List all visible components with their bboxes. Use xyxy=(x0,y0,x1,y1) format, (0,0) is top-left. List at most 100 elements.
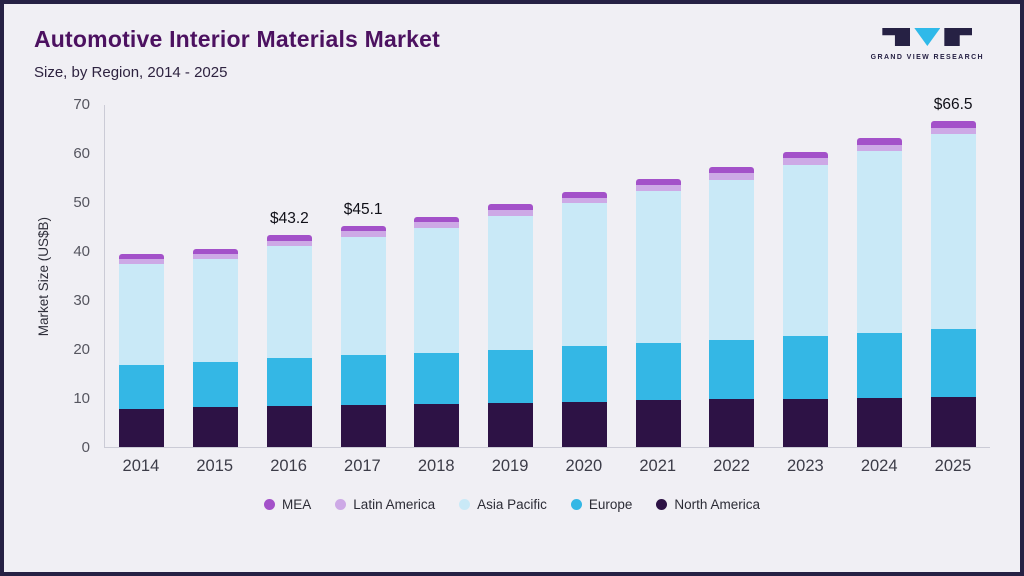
stacked-bar-2021 xyxy=(635,179,681,447)
bar-value-label: $43.2 xyxy=(269,210,309,228)
header: Automotive Interior Materials Market Siz… xyxy=(4,4,1020,81)
bar-segment-north-america xyxy=(119,408,165,447)
bar-segment-latin-america xyxy=(856,144,902,152)
stacked-bar-2017 xyxy=(340,226,386,447)
bar-segment-mea xyxy=(930,121,976,128)
bar-segment-europe xyxy=(488,349,534,404)
bar-column-2024 xyxy=(843,105,917,447)
x-tick-label: 2015 xyxy=(196,457,234,475)
bar-segment-latin-america xyxy=(561,197,607,204)
bar-segment-north-america xyxy=(930,396,976,447)
bar-segment-north-america xyxy=(635,400,681,447)
bar-segment-latin-america xyxy=(193,253,239,260)
bar-segment-mea xyxy=(193,248,239,254)
x-tick-label: 2025 xyxy=(934,457,972,475)
bar-segment-latin-america xyxy=(635,185,681,192)
bar-segment-europe xyxy=(340,355,386,406)
bar-segment-mea xyxy=(635,179,681,186)
y-axis: 0 10 20 30 40 50 60 70 xyxy=(54,97,98,456)
bar-column-2019 xyxy=(474,105,548,447)
x-tick-label: 2016 xyxy=(270,457,307,475)
bar-segment-asia-pacific xyxy=(635,191,681,343)
x-tick-label: 2021 xyxy=(639,457,677,475)
stacked-bar-2022 xyxy=(709,166,755,447)
chart-area: Market Size (US$B) 0 10 20 30 40 50 60 70 $43.2… xyxy=(34,89,990,481)
plot-area: $43.2 $45.1 $66.5 xyxy=(104,96,990,448)
bar-segment-asia-pacific xyxy=(266,246,312,359)
bar-column-2021 xyxy=(621,105,695,447)
bar-segment-latin-america xyxy=(119,258,165,265)
bar-segment-asia-pacific xyxy=(414,227,460,353)
bar-column-2020 xyxy=(548,105,622,447)
bar-segment-north-america xyxy=(561,401,607,447)
legend-label: North America xyxy=(674,497,760,512)
x-tick-label: 2024 xyxy=(860,457,898,475)
bar-segment-north-america xyxy=(266,405,312,447)
bar-segment-mea xyxy=(266,235,312,241)
bar-segment-asia-pacific xyxy=(856,151,902,334)
bar-segment-asia-pacific xyxy=(193,259,239,362)
bar-segment-mea xyxy=(119,253,165,259)
bar-segment-mea xyxy=(488,204,534,211)
legend-item-europe: Europe xyxy=(570,497,632,512)
logo-triangle-icon xyxy=(914,28,941,46)
x-tick-label: 2020 xyxy=(565,457,603,475)
legend-label: Asia Pacific xyxy=(477,497,547,512)
legend-item-north-america: North America xyxy=(656,497,760,512)
bar-segment-asia-pacific xyxy=(488,215,534,350)
x-tick-label: 2018 xyxy=(417,457,455,475)
x-tick-label: 2022 xyxy=(713,457,750,475)
bar-column-2022 xyxy=(695,105,769,447)
stacked-bar-2024 xyxy=(856,138,902,447)
stacked-bar-2014 xyxy=(119,253,165,447)
legend-item-mea: MEA xyxy=(264,497,311,512)
y-axis-title-text: Market Size (US$B) xyxy=(35,216,51,337)
bar-segment-europe xyxy=(414,352,460,405)
bar-segment-north-america xyxy=(783,398,829,447)
bar-segment-mea xyxy=(414,216,460,223)
y-tick-label: 30 xyxy=(73,292,90,309)
bar-segment-europe xyxy=(856,333,902,398)
x-tick-label: 2019 xyxy=(491,457,529,475)
legend-dot-icon xyxy=(264,499,276,510)
chart-subtitle: Size, by Region, 2014 - 2025 xyxy=(34,64,228,81)
y-tick-label: 40 xyxy=(73,243,90,260)
y-tick-label: 70 xyxy=(73,96,90,113)
y-tick-label: 0 xyxy=(81,439,90,456)
bar-column-2015 xyxy=(179,105,253,447)
bar-segment-north-america xyxy=(488,403,534,447)
bar-segment-north-america xyxy=(193,407,239,447)
x-tick-label: 2014 xyxy=(122,457,160,475)
bar-segment-asia-pacific xyxy=(340,236,386,356)
stacked-bar-2015 xyxy=(193,248,239,447)
bar-column-2025: $66.5 xyxy=(916,96,990,447)
bar-value-label: $45.1 xyxy=(343,201,383,219)
y-tick-label: 10 xyxy=(73,390,90,407)
bar-segment-latin-america xyxy=(709,173,755,180)
bar-segment-north-america xyxy=(856,397,902,447)
legend-item-asia-pacific: Asia Pacific xyxy=(459,497,547,512)
logo-shape-right xyxy=(944,28,973,46)
y-axis-title: Market Size (US$B) xyxy=(34,105,52,448)
header-titles: Automotive Interior Materials Market Siz… xyxy=(34,26,440,81)
bar-segment-latin-america xyxy=(340,231,386,237)
stacked-bar-2016 xyxy=(266,235,312,447)
bar-segment-north-america xyxy=(340,405,386,447)
bar-segment-mea xyxy=(783,152,829,159)
bar-column-2018 xyxy=(400,105,474,447)
bar-segment-europe xyxy=(119,364,165,409)
company-logo: GRAND VIEW RESEARCH xyxy=(871,28,984,61)
stacked-bar-2023 xyxy=(783,152,829,447)
bar-segment-latin-america xyxy=(783,158,829,165)
x-tick-label: 2023 xyxy=(787,457,824,475)
legend-dot-icon xyxy=(459,499,471,510)
bar-segment-asia-pacific xyxy=(709,179,755,340)
bar-column-2014 xyxy=(105,105,179,447)
bar-segment-europe xyxy=(561,346,607,402)
bar-column-2023 xyxy=(769,105,843,447)
stacked-bar-2020 xyxy=(561,191,607,447)
legend: MEA Latin America Asia Pacific Europe North … xyxy=(4,497,1020,512)
bar-segment-north-america xyxy=(414,404,460,447)
legend-dot-icon xyxy=(656,499,668,510)
